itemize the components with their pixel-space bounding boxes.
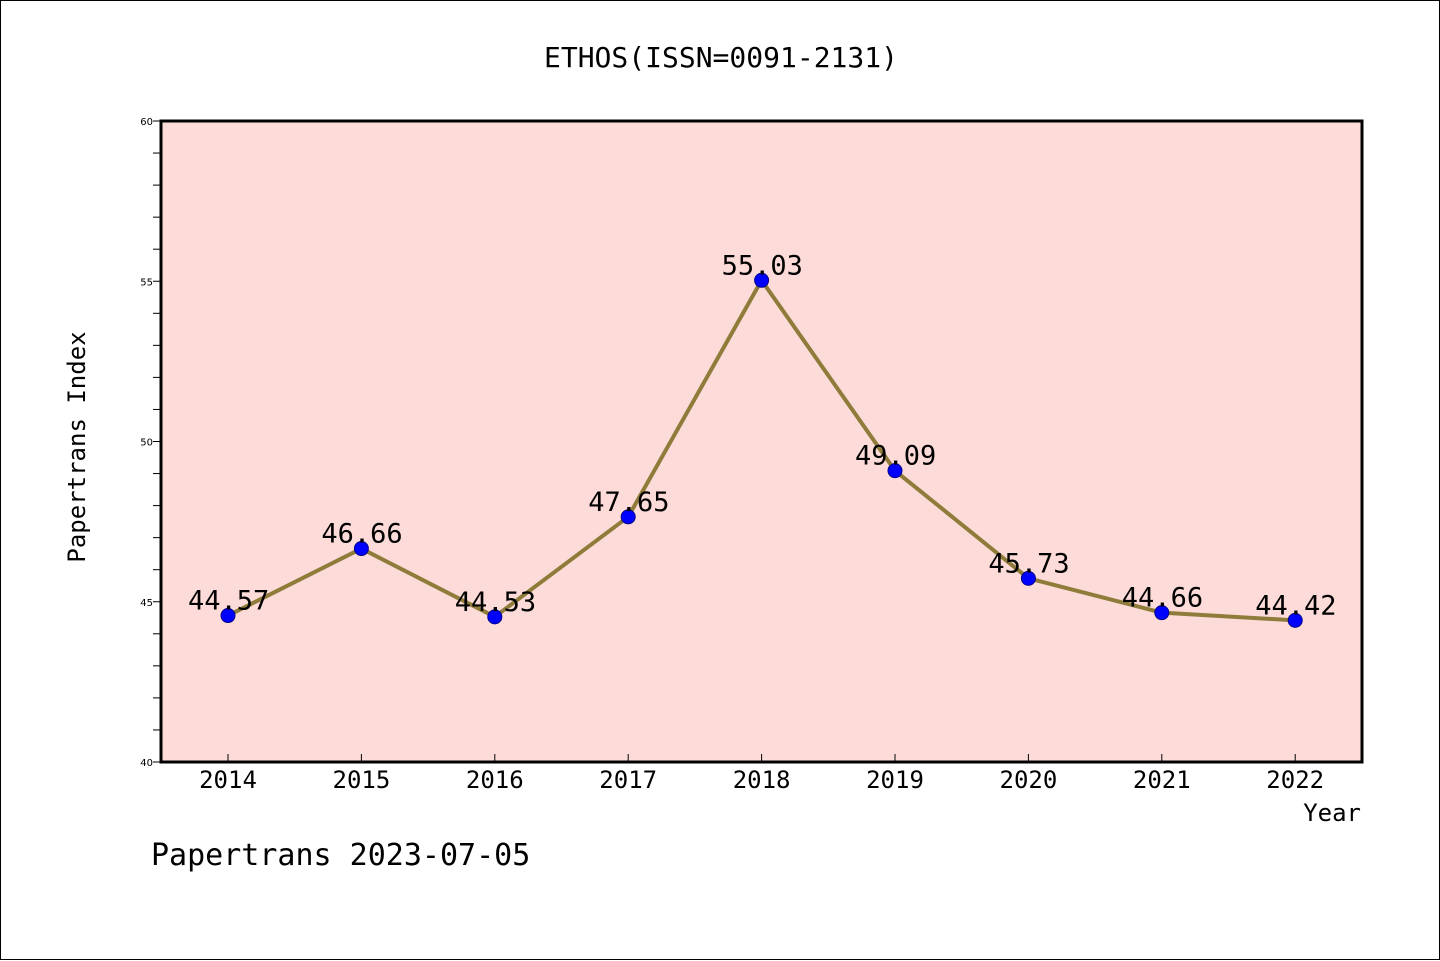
data-label: 46.66 <box>321 519 402 550</box>
y-axis-label: Papertrans Index <box>63 331 91 562</box>
data-point <box>353 541 369 557</box>
y-tick-label: 40 <box>140 758 153 769</box>
y-tick-label: 60 <box>140 117 153 128</box>
data-label: 44.53 <box>455 587 536 618</box>
data-label: 55.03 <box>722 250 803 281</box>
data-label: 45.73 <box>988 548 1069 579</box>
x-tick-label: 2020 <box>1000 766 1058 794</box>
x-tick-label: 2022 <box>1266 766 1324 794</box>
data-labels: 44.57 46.66 44.53 47.65 55.03 49.09 45.73 44.66… <box>188 250 1336 621</box>
data-point <box>1020 570 1036 586</box>
x-tick-label: 2017 <box>599 766 657 794</box>
y-tick-label: 55 <box>140 277 153 288</box>
x-tick-label: 2021 <box>1133 766 1191 794</box>
data-label: 49.09 <box>855 441 936 472</box>
data-label: 44.66 <box>1122 583 1203 614</box>
x-axis-ticks: 2014 2015 2016 2017 2018 2019 2020 2021 2022 <box>199 754 1324 794</box>
plot-area <box>161 121 1362 762</box>
y-tick-label: 45 <box>140 598 153 609</box>
x-axis-label: Year <box>1303 799 1361 827</box>
x-tick-label: 2019 <box>866 766 924 794</box>
data-point <box>620 509 636 525</box>
x-tick-label: 2016 <box>466 766 524 794</box>
plot-border <box>159 119 1364 764</box>
data-point <box>487 609 503 625</box>
data-label: 44.42 <box>1255 590 1336 621</box>
data-point <box>887 463 903 479</box>
footer-text: Papertrans 2023-07-05 <box>151 838 530 873</box>
data-label: 44.57 <box>188 586 269 617</box>
x-tick-label: 2015 <box>333 766 391 794</box>
y-tick-label: 50 <box>140 438 153 449</box>
data-point <box>220 608 236 624</box>
chart-title: ETHOS(ISSN=0091-2131) <box>544 41 898 74</box>
x-tick-label: 2018 <box>733 766 791 794</box>
data-markers <box>220 272 1303 628</box>
x-tick-label: 2014 <box>199 766 257 794</box>
data-label: 47.65 <box>588 487 669 518</box>
data-point <box>1287 612 1303 628</box>
data-point <box>754 272 770 288</box>
data-point <box>1154 605 1170 621</box>
y-axis-ticks: 40 45 50 55 60 <box>140 117 153 769</box>
